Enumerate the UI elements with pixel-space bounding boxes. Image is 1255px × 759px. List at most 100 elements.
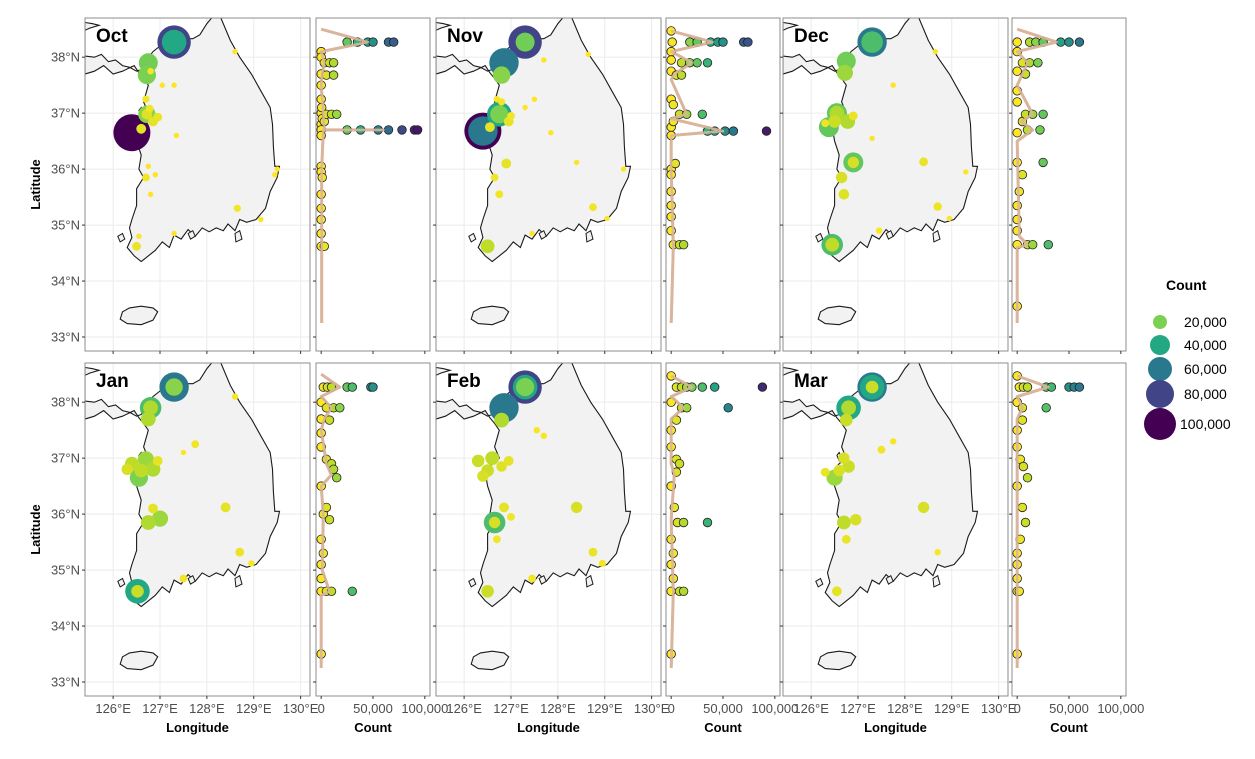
site-bubble xyxy=(113,114,151,152)
legend-label: 20,000 xyxy=(1184,314,1227,330)
legend-label: 60,000 xyxy=(1184,361,1227,377)
site-bubble xyxy=(471,454,485,468)
count-point xyxy=(678,517,689,528)
site-bubble xyxy=(847,156,859,169)
count-panel xyxy=(313,17,431,354)
x-axis-title-longitude: Longitude xyxy=(166,720,229,735)
count-tick-label: 100,000 xyxy=(751,701,798,716)
islet xyxy=(932,574,941,588)
site-bubble xyxy=(248,560,255,567)
site-bubble xyxy=(841,534,851,544)
count-tick-label: 100,000 xyxy=(1097,701,1144,716)
site-bubble xyxy=(233,204,241,212)
site-bubble xyxy=(131,585,144,598)
lat-tick-label: 37°N xyxy=(51,451,80,466)
site-bubble xyxy=(274,166,280,172)
site-bubble xyxy=(963,169,969,175)
count-point xyxy=(328,58,339,68)
site-bubble xyxy=(485,122,495,132)
site-bubble xyxy=(134,463,149,478)
count-tick-label: 50,000 xyxy=(1049,701,1089,716)
land-layer xyxy=(85,363,281,671)
site-bubble xyxy=(485,451,500,465)
count-point xyxy=(1074,37,1085,47)
count-point xyxy=(1022,473,1033,483)
legend-label: 80,000 xyxy=(1184,386,1227,402)
count-point xyxy=(757,382,768,392)
site-bubble xyxy=(522,104,528,111)
count-point xyxy=(761,126,772,136)
count-point xyxy=(397,125,407,135)
count-point xyxy=(697,109,708,120)
count-point xyxy=(1012,37,1022,47)
site-bubble xyxy=(142,95,150,103)
count-panel: 0 50,000 100,000 Count xyxy=(663,362,798,735)
site-bubble xyxy=(541,57,547,63)
panel-month-label: Dec xyxy=(794,26,829,47)
site-bubble xyxy=(869,135,875,141)
site-bubble xyxy=(499,502,509,513)
site-bubble xyxy=(841,400,856,416)
islet xyxy=(815,577,824,588)
site-bubble xyxy=(516,378,535,397)
land-layer xyxy=(436,363,632,671)
count-tick-label: 50,000 xyxy=(703,701,743,716)
lat-tick-label: 38°N xyxy=(51,50,80,65)
site-bubble xyxy=(148,503,158,514)
x-axis-title-count: Count xyxy=(354,720,392,735)
lon-tick-label: 130°E xyxy=(634,701,670,716)
lon-tick-label: 128°E xyxy=(540,701,576,716)
panel-oct: Oct 33°N 34°N 35°N 36°N 37°N 38°N Latitude xyxy=(28,17,431,354)
lon-tick-label: 129°E xyxy=(587,701,623,716)
site-bubble xyxy=(540,432,547,439)
land-layer xyxy=(85,18,281,326)
site-bubble xyxy=(152,172,158,178)
islet xyxy=(187,229,196,240)
islet xyxy=(234,574,243,588)
site-bubble xyxy=(503,456,514,466)
legend-swatch xyxy=(1150,335,1170,355)
site-bubble xyxy=(515,32,535,52)
count-point xyxy=(718,37,728,47)
jeju-island xyxy=(119,650,159,671)
panel-feb: Feb 126°E 127°E 128°E 129°E 130°E Longitude 0 50… xyxy=(433,362,798,735)
count-point xyxy=(332,109,342,120)
map-panel: Oct 33°N 34°N 35°N 36°N 37°N 38°N Latitude xyxy=(28,17,311,354)
land-layer xyxy=(783,363,979,671)
count-background xyxy=(1012,18,1126,351)
jeju-island xyxy=(470,305,510,326)
site-bubble xyxy=(934,549,941,556)
land-layer xyxy=(436,18,632,326)
site-bubble xyxy=(529,230,535,237)
site-bubble xyxy=(598,559,607,568)
count-point xyxy=(678,586,689,597)
count-profile-line-overlay xyxy=(669,29,725,324)
count-point xyxy=(316,534,326,545)
panel-month-label: Oct xyxy=(96,26,128,47)
site-bubble xyxy=(488,516,501,529)
land-layer xyxy=(783,18,979,326)
count-panel xyxy=(1009,17,1127,354)
count-point xyxy=(1012,200,1022,211)
lon-tick-label: 126°E xyxy=(95,701,131,716)
site-bubble xyxy=(492,66,511,84)
site-bubble xyxy=(835,171,848,184)
lat-tick-label: 35°N xyxy=(51,218,80,233)
count-point xyxy=(324,515,335,525)
panel-nov: Nov xyxy=(433,17,781,354)
lon-tick-label: 127°E xyxy=(493,701,529,716)
count-point xyxy=(666,55,676,65)
count-point xyxy=(697,382,708,392)
legend-swatch xyxy=(1153,315,1167,329)
count-tick-label: 50,000 xyxy=(353,701,393,716)
islet xyxy=(468,232,477,243)
lat-tick-label: 34°N xyxy=(51,619,80,634)
legend-label: 40,000 xyxy=(1184,337,1227,353)
count-plot-area xyxy=(666,371,768,669)
panel-mar: Mar 126°E 127°E 128°E 129°E 130°E Longitude 0 50… xyxy=(780,362,1144,735)
site-bubble xyxy=(832,586,842,597)
islet xyxy=(234,229,243,243)
site-bubble xyxy=(917,501,930,514)
site-bubble xyxy=(231,393,239,400)
islet xyxy=(117,577,126,588)
